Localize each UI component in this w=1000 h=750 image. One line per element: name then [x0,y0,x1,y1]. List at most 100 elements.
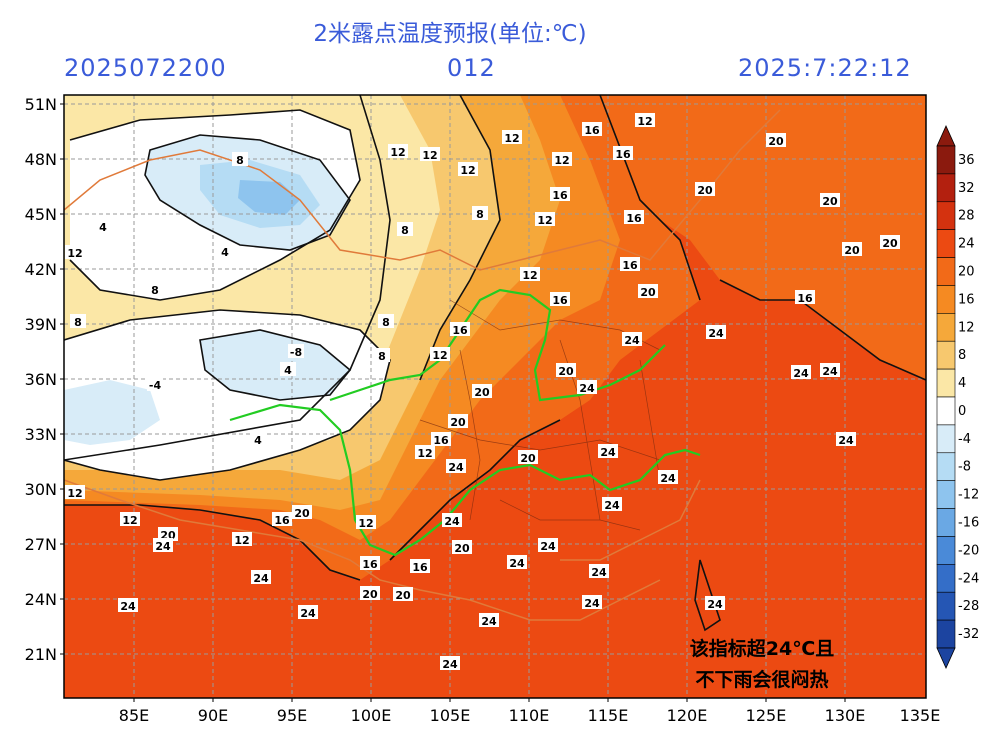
colorbar-label: 36 [958,153,975,168]
contour-value-labels: 8 12 12 12 16 12 20 20 20 20 20 16 12 12… [65,113,900,671]
contour-lines [64,95,926,632]
contour-label: 24 [448,461,464,474]
colorbar-label: 12 [958,320,975,335]
contour-label: 12 [432,349,447,362]
contour-label: 24 [591,566,607,579]
contour-label: 4 [99,221,107,234]
contour-label: 24 [707,598,723,611]
contour-label: 20 [294,507,310,520]
contour-label: 24 [120,600,136,613]
colorbar-swatch [936,452,956,481]
colorbar-top-arrow [936,125,956,147]
contour-label: 12 [460,164,475,177]
map-plot-area: 8 12 12 12 16 12 20 20 20 20 20 16 12 12… [64,95,926,698]
colorbar-swatch [936,285,956,314]
contour-label: 4 [221,246,229,259]
colorbar-swatch [936,396,956,426]
contour-label: 16 [412,561,428,574]
contour-label: 12 [390,146,405,159]
contour-label: 24 [540,540,556,553]
contour-label: 16 [615,148,631,161]
contour-label: 20 [454,542,470,555]
latitude-axis: 51N 48N 45N 42N 39N 36N 33N 30N 27N 24N … [25,95,64,664]
lead-time: 012 [447,54,496,82]
contour-label: 16 [433,434,449,447]
contour-label: 24 [793,367,809,380]
contour-label: 16 [552,189,568,202]
contour-label: 16 [552,294,568,307]
colorbar-swatch [936,368,956,398]
contour-label: 20 [640,286,656,299]
lon-label: 110E [509,706,550,725]
lon-label: 135E [900,706,941,725]
contour-label: 24 [155,540,171,553]
contour-label: 12 [358,517,373,530]
longitude-axis: 85E 90E 95E 100E 105E 110E 115E 120E 125… [119,698,941,725]
colorbar: 36 32 28 24 20 16 12 8 4 0 -4 -8 -12 -16 -20 -24 -28 -32 [936,125,979,669]
contour-label: 24 [604,499,620,512]
contour-label: 8 [236,154,244,167]
lat-label: 21N [25,645,57,664]
contour-label: 12 [522,269,537,282]
field-neg4-0-qaidam [200,330,350,400]
lon-label: 85E [119,706,149,725]
lat-label: 24N [25,590,57,609]
admin-boundaries [64,109,781,621]
lon-label: 120E [667,706,708,725]
colorbar-label: -28 [958,599,979,614]
lat-label: 30N [25,480,57,499]
contour-label: 12 [637,115,652,128]
contour-label: 16 [626,212,642,225]
contour-label: 20 [882,237,898,250]
contour-label: 12 [234,534,249,547]
field-neg4-0-west [64,380,160,445]
map-frame [63,94,927,699]
colorbar-label: 24 [958,237,975,252]
contour-label: 20 [844,244,860,257]
contour-label: 12 [417,447,432,460]
map-title: 2米露点温度预报(单位:℃) [313,21,587,47]
contour-label: 8 [401,224,409,237]
contour-label: 24 [822,365,838,378]
lat-label: 39N [25,315,57,334]
contour-label: 4 [254,434,262,447]
contour-label: 20 [520,452,536,465]
graticule [64,95,926,698]
contour-label: 20 [474,386,490,399]
contour-label: -8 [290,346,302,359]
contour-label: 24 [708,327,724,340]
contour-label: 24 [481,615,497,628]
lon-label: 125E [746,706,787,725]
contour-label: 20 [558,365,574,378]
lat-label: 33N [25,425,57,444]
contour-label: 8 [378,350,386,363]
contour-label: 24 [584,597,600,610]
contour-label: 12 [537,214,552,227]
contour-label: 8 [74,316,82,329]
colorbar-swatch [936,424,956,454]
annotation-line-2: 不下雨会很闷热 [695,668,828,691]
colorbar-label: 0 [958,404,966,419]
lon-label: 90E [198,706,228,725]
colorbar-swatch [936,591,956,621]
lon-label: 95E [277,706,307,725]
colorbar-swatch [936,480,956,509]
colorbar-swatch [936,201,956,230]
contour-label: 8 [151,284,159,297]
contour-label: -4 [149,379,162,392]
colorbar-label: 28 [958,209,975,224]
colorbar-label: 20 [958,265,975,280]
contour-label: 24 [838,434,854,447]
colorbar-label: -24 [958,571,979,586]
lon-label: 105E [430,706,471,725]
contour-label: 16 [584,124,600,137]
contour-label: 20 [450,416,466,429]
colorbar-swatch [936,340,956,370]
contour-label: 24 [444,515,460,528]
contour-label: 12 [422,149,437,162]
contour-label: 20 [768,135,784,148]
colorbar-label: -4 [958,432,971,447]
lat-label: 27N [25,535,57,554]
colorbar-label: -12 [958,488,979,503]
init-time: 2025072200 [64,54,227,82]
